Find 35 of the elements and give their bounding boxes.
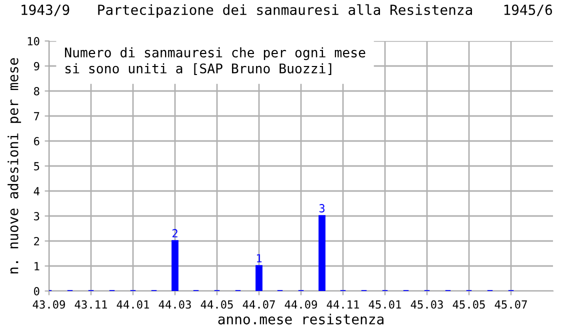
y-tick-label: 7	[34, 112, 40, 120]
data-label: 1	[256, 254, 262, 262]
y-tick-label: 1	[34, 262, 40, 270]
y-tick-label: 6	[34, 137, 40, 146]
x-tick-label: 45.07	[494, 300, 527, 309]
x-tick-label: 43.11	[74, 300, 107, 309]
y-tick-label: 2	[34, 237, 40, 246]
x-tick-label: 44.05	[200, 300, 233, 309]
bar	[256, 265, 262, 291]
x-tick-label: 44.11	[326, 300, 359, 309]
y-tick-label: 0	[34, 287, 40, 296]
x-tick-label: 44.03	[158, 300, 191, 309]
bar	[318, 215, 326, 291]
y-tick-label: 8	[34, 87, 40, 96]
y-tick-label: 10	[28, 37, 40, 46]
y-tick-label: 3	[34, 212, 40, 220]
data-label: 3	[319, 204, 325, 212]
chart-title: Partecipazione dei sanmauresi alla Resistenza	[98, 4, 472, 18]
x-tick-label: 45.03	[410, 300, 443, 309]
y-tick-label: 9	[34, 62, 40, 70]
x-tick-label: 43.09	[32, 300, 65, 309]
x-tick-label: 45.01	[368, 300, 401, 309]
text: 1943/9	[22, 4, 70, 16]
y-tick-label: 4	[34, 187, 40, 196]
annotation: Numero di sanmauresi che per ogni mese si sono uniti a [SAP Bruno Buozzi]	[65, 47, 366, 75]
y-tick-label: 5	[34, 162, 40, 170]
x-tick-label: 45.05	[452, 300, 485, 309]
text: 1945/6	[504, 4, 552, 16]
y-axis-title: n. nuove adesioni per mese	[8, 58, 22, 274]
x-tick-label: 44.07	[242, 300, 275, 309]
bar	[172, 240, 178, 291]
x-tick-label: 44.01	[116, 300, 149, 309]
x-axis-title: anno.mese resistenza	[218, 314, 384, 324]
data-label: 2	[172, 229, 178, 238]
x-tick-label: 44.09	[284, 300, 317, 309]
